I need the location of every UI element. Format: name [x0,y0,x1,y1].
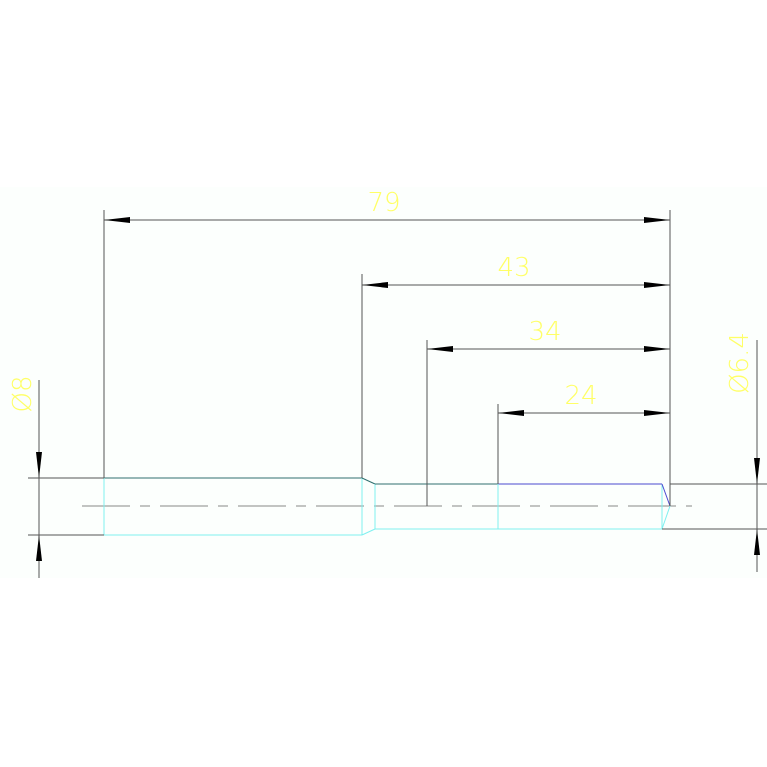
dimension-label: 43 [497,253,530,283]
shaft-outline [103,477,671,536]
dimension-label: Ø6.4 [725,332,755,394]
dimension-label: 79 [367,188,400,218]
dimension-label: Ø8 [8,375,38,412]
dimension-diameter-8: Ø8 [8,375,104,578]
dimension-diameter-6-4: Ø6.4 [662,332,767,572]
dimension-24: 24 [497,381,670,484]
dimension-label: 24 [564,381,597,411]
drawing-area [0,187,767,578]
dimension-label: 34 [528,317,561,347]
dimension-34: 34 [426,317,670,506]
dimension-43: 43 [361,253,670,478]
dimension-79: 79 [103,188,671,506]
